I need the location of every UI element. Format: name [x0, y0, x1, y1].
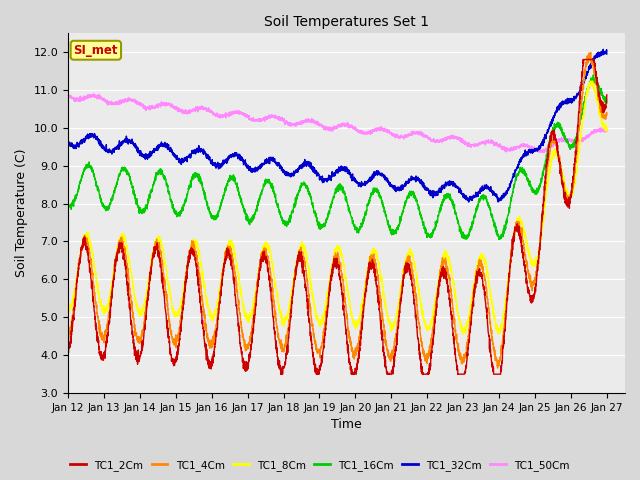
TC1_8Cm — [294, 252, 302, 258]
TC1_8Cm — [125, 257, 133, 263]
TC1_16Cm — [534, 189, 542, 194]
TC1_2Cm — [294, 258, 302, 264]
TC1_16Cm — [271, 191, 278, 197]
TC1_32Cm — [534, 145, 542, 151]
TC1_2Cm — [157, 272, 165, 277]
TC1_2Cm — [579, 57, 587, 62]
TC1_4Cm — [125, 286, 133, 291]
Title: Soil Temperatures Set 1: Soil Temperatures Set 1 — [264, 15, 429, 29]
TC1_2Cm — [64, 350, 72, 356]
TC1_4Cm — [157, 252, 165, 258]
TC1_2Cm — [593, 81, 600, 86]
TC1_16Cm — [125, 174, 133, 180]
TC1_8Cm — [534, 250, 542, 256]
TC1_32Cm — [603, 51, 611, 57]
Line: TC1_2Cm: TC1_2Cm — [68, 60, 607, 374]
TC1_32Cm — [125, 137, 133, 143]
TC1_50Cm — [540, 150, 548, 156]
X-axis label: Time: Time — [331, 419, 362, 432]
TC1_4Cm — [493, 365, 501, 371]
TC1_50Cm — [534, 148, 542, 154]
TC1_4Cm — [603, 109, 611, 115]
TC1_2Cm — [271, 331, 278, 337]
Y-axis label: Soil Temperature (C): Soil Temperature (C) — [15, 149, 28, 277]
TC1_2Cm — [603, 92, 611, 98]
TC1_8Cm — [587, 78, 595, 84]
TC1_16Cm — [157, 171, 165, 177]
TC1_4Cm — [587, 50, 595, 56]
TC1_4Cm — [271, 309, 278, 314]
TC1_8Cm — [271, 276, 278, 282]
TC1_32Cm — [599, 47, 607, 52]
TC1_16Cm — [593, 81, 600, 87]
TC1_4Cm — [64, 332, 72, 337]
TC1_8Cm — [593, 91, 600, 96]
TC1_32Cm — [157, 139, 165, 145]
TC1_50Cm — [593, 127, 600, 133]
TC1_50Cm — [294, 121, 302, 127]
TC1_8Cm — [157, 241, 165, 247]
TC1_8Cm — [64, 305, 72, 311]
TC1_32Cm — [593, 51, 600, 57]
Line: TC1_4Cm: TC1_4Cm — [68, 53, 607, 368]
TC1_16Cm — [294, 192, 302, 197]
TC1_16Cm — [64, 196, 72, 202]
TC1_4Cm — [534, 258, 542, 264]
Text: SI_met: SI_met — [74, 44, 118, 57]
Line: TC1_50Cm: TC1_50Cm — [68, 94, 607, 153]
Line: TC1_16Cm: TC1_16Cm — [68, 75, 607, 240]
TC1_50Cm — [126, 97, 134, 103]
Line: TC1_8Cm: TC1_8Cm — [68, 81, 607, 334]
Line: TC1_32Cm: TC1_32Cm — [68, 49, 607, 202]
TC1_2Cm — [277, 372, 285, 377]
Legend: TC1_2Cm, TC1_4Cm, TC1_8Cm, TC1_16Cm, TC1_32Cm, TC1_50Cm: TC1_2Cm, TC1_4Cm, TC1_8Cm, TC1_16Cm, TC1… — [67, 456, 573, 475]
TC1_16Cm — [589, 72, 597, 78]
TC1_50Cm — [64, 92, 72, 97]
TC1_50Cm — [603, 128, 611, 134]
TC1_16Cm — [603, 100, 611, 106]
TC1_50Cm — [90, 91, 98, 96]
TC1_16Cm — [495, 237, 503, 242]
TC1_32Cm — [294, 169, 302, 175]
TC1_2Cm — [125, 305, 133, 311]
TC1_32Cm — [271, 156, 278, 161]
TC1_50Cm — [158, 102, 166, 108]
TC1_50Cm — [271, 115, 278, 120]
TC1_2Cm — [534, 259, 542, 265]
TC1_32Cm — [465, 199, 472, 205]
TC1_8Cm — [603, 126, 611, 132]
TC1_8Cm — [459, 331, 467, 337]
TC1_4Cm — [593, 79, 600, 85]
TC1_32Cm — [64, 138, 72, 144]
TC1_4Cm — [294, 256, 302, 262]
